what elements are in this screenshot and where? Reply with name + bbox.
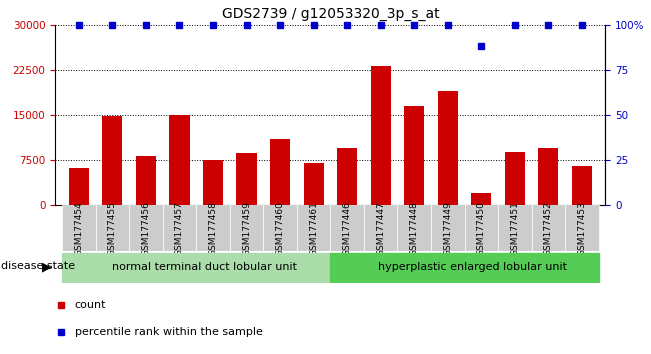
Text: GSM177455: GSM177455 (108, 201, 117, 256)
Bar (330, 205, 364, 251)
Text: GSM177456: GSM177456 (141, 201, 150, 256)
Text: GSM177447: GSM177447 (376, 201, 385, 256)
Bar (404, 106, 424, 205)
Bar (437, 91, 458, 205)
Bar (303, 163, 324, 205)
Text: GSM177451: GSM177451 (510, 201, 519, 256)
Text: GSM177450: GSM177450 (477, 201, 486, 256)
Bar (370, 66, 391, 205)
Bar (398, 205, 431, 251)
Text: GSM177448: GSM177448 (409, 201, 419, 256)
Bar (572, 166, 592, 205)
Bar (505, 152, 525, 205)
Text: GSM177459: GSM177459 (242, 201, 251, 256)
Text: GSM177446: GSM177446 (342, 201, 352, 256)
Bar (565, 205, 599, 251)
Bar (236, 153, 256, 205)
Text: disease state: disease state (1, 261, 76, 271)
Bar (69, 168, 89, 205)
Bar (230, 205, 263, 251)
Text: GSM177458: GSM177458 (208, 201, 217, 256)
Bar (270, 139, 290, 205)
Bar (465, 205, 498, 251)
Bar (330, 253, 599, 282)
Bar (263, 205, 297, 251)
Bar (196, 205, 230, 251)
Bar (538, 148, 559, 205)
Text: count: count (75, 300, 106, 310)
Bar (498, 205, 532, 251)
Text: GSM177454: GSM177454 (74, 201, 83, 256)
Bar (62, 253, 330, 282)
Title: GDS2739 / g12053320_3p_s_at: GDS2739 / g12053320_3p_s_at (221, 7, 439, 21)
Text: GSM177460: GSM177460 (275, 201, 284, 256)
Bar (62, 205, 96, 251)
Text: GSM177461: GSM177461 (309, 201, 318, 256)
Bar (96, 205, 129, 251)
Text: GSM177453: GSM177453 (577, 201, 587, 256)
Bar (163, 205, 196, 251)
Bar (129, 205, 163, 251)
Text: GSM177449: GSM177449 (443, 201, 452, 256)
Text: GSM177452: GSM177452 (544, 201, 553, 256)
Bar (169, 115, 189, 205)
Text: hyperplastic enlarged lobular unit: hyperplastic enlarged lobular unit (378, 262, 568, 272)
Text: percentile rank within the sample: percentile rank within the sample (75, 327, 262, 337)
Bar (297, 205, 330, 251)
Bar (203, 160, 223, 205)
Text: ▶: ▶ (42, 261, 52, 274)
Text: GSM177457: GSM177457 (175, 201, 184, 256)
Bar (102, 116, 122, 205)
Bar (337, 148, 357, 205)
Text: normal terminal duct lobular unit: normal terminal duct lobular unit (112, 262, 297, 272)
Bar (532, 205, 565, 251)
Bar (364, 205, 398, 251)
Bar (136, 156, 156, 205)
Bar (431, 205, 465, 251)
Bar (471, 193, 492, 205)
